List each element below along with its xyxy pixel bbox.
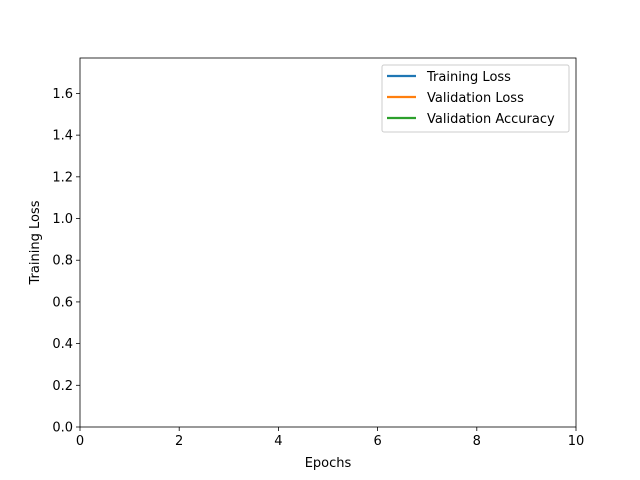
x-axis-label: Epochs bbox=[305, 456, 352, 471]
y-tick-label: 1.2 bbox=[52, 170, 73, 185]
legend-entry: Validation Accuracy bbox=[427, 112, 555, 127]
x-tick-label: 0 bbox=[76, 434, 84, 449]
x-tick-label: 10 bbox=[568, 434, 585, 449]
y-tick-label: 0.2 bbox=[52, 379, 73, 394]
legend: Training Loss Validation Loss Validation A… bbox=[381, 64, 570, 133]
y-tick-label: 0.8 bbox=[52, 254, 73, 269]
legend-entry: Validation Loss bbox=[427, 91, 524, 106]
y-tick-label: 0.4 bbox=[52, 337, 73, 352]
y-axis-ticks: 0.0 0.2 0.4 0.6 0.8 1.0 1.2 1.4 1.6 bbox=[52, 87, 80, 436]
x-tick-label: 8 bbox=[473, 434, 481, 449]
y-tick-label: 1.4 bbox=[52, 129, 73, 144]
x-tick-label: 6 bbox=[373, 434, 381, 449]
legend-entry: Training Loss bbox=[426, 70, 511, 85]
plot-frame bbox=[79, 57, 577, 428]
y-tick-label: 0.6 bbox=[52, 295, 73, 310]
y-tick-label: 1.0 bbox=[52, 212, 73, 227]
x-tick-label: 4 bbox=[274, 434, 282, 449]
y-tick-label: 1.6 bbox=[52, 87, 73, 102]
x-tick-label: 2 bbox=[175, 434, 183, 449]
x-axis-ticks: 0 2 4 6 8 10 bbox=[76, 427, 584, 449]
legend-box bbox=[381, 64, 570, 133]
y-tick-label: 0.0 bbox=[52, 421, 73, 436]
y-axis-label: Training Loss bbox=[28, 200, 43, 285]
